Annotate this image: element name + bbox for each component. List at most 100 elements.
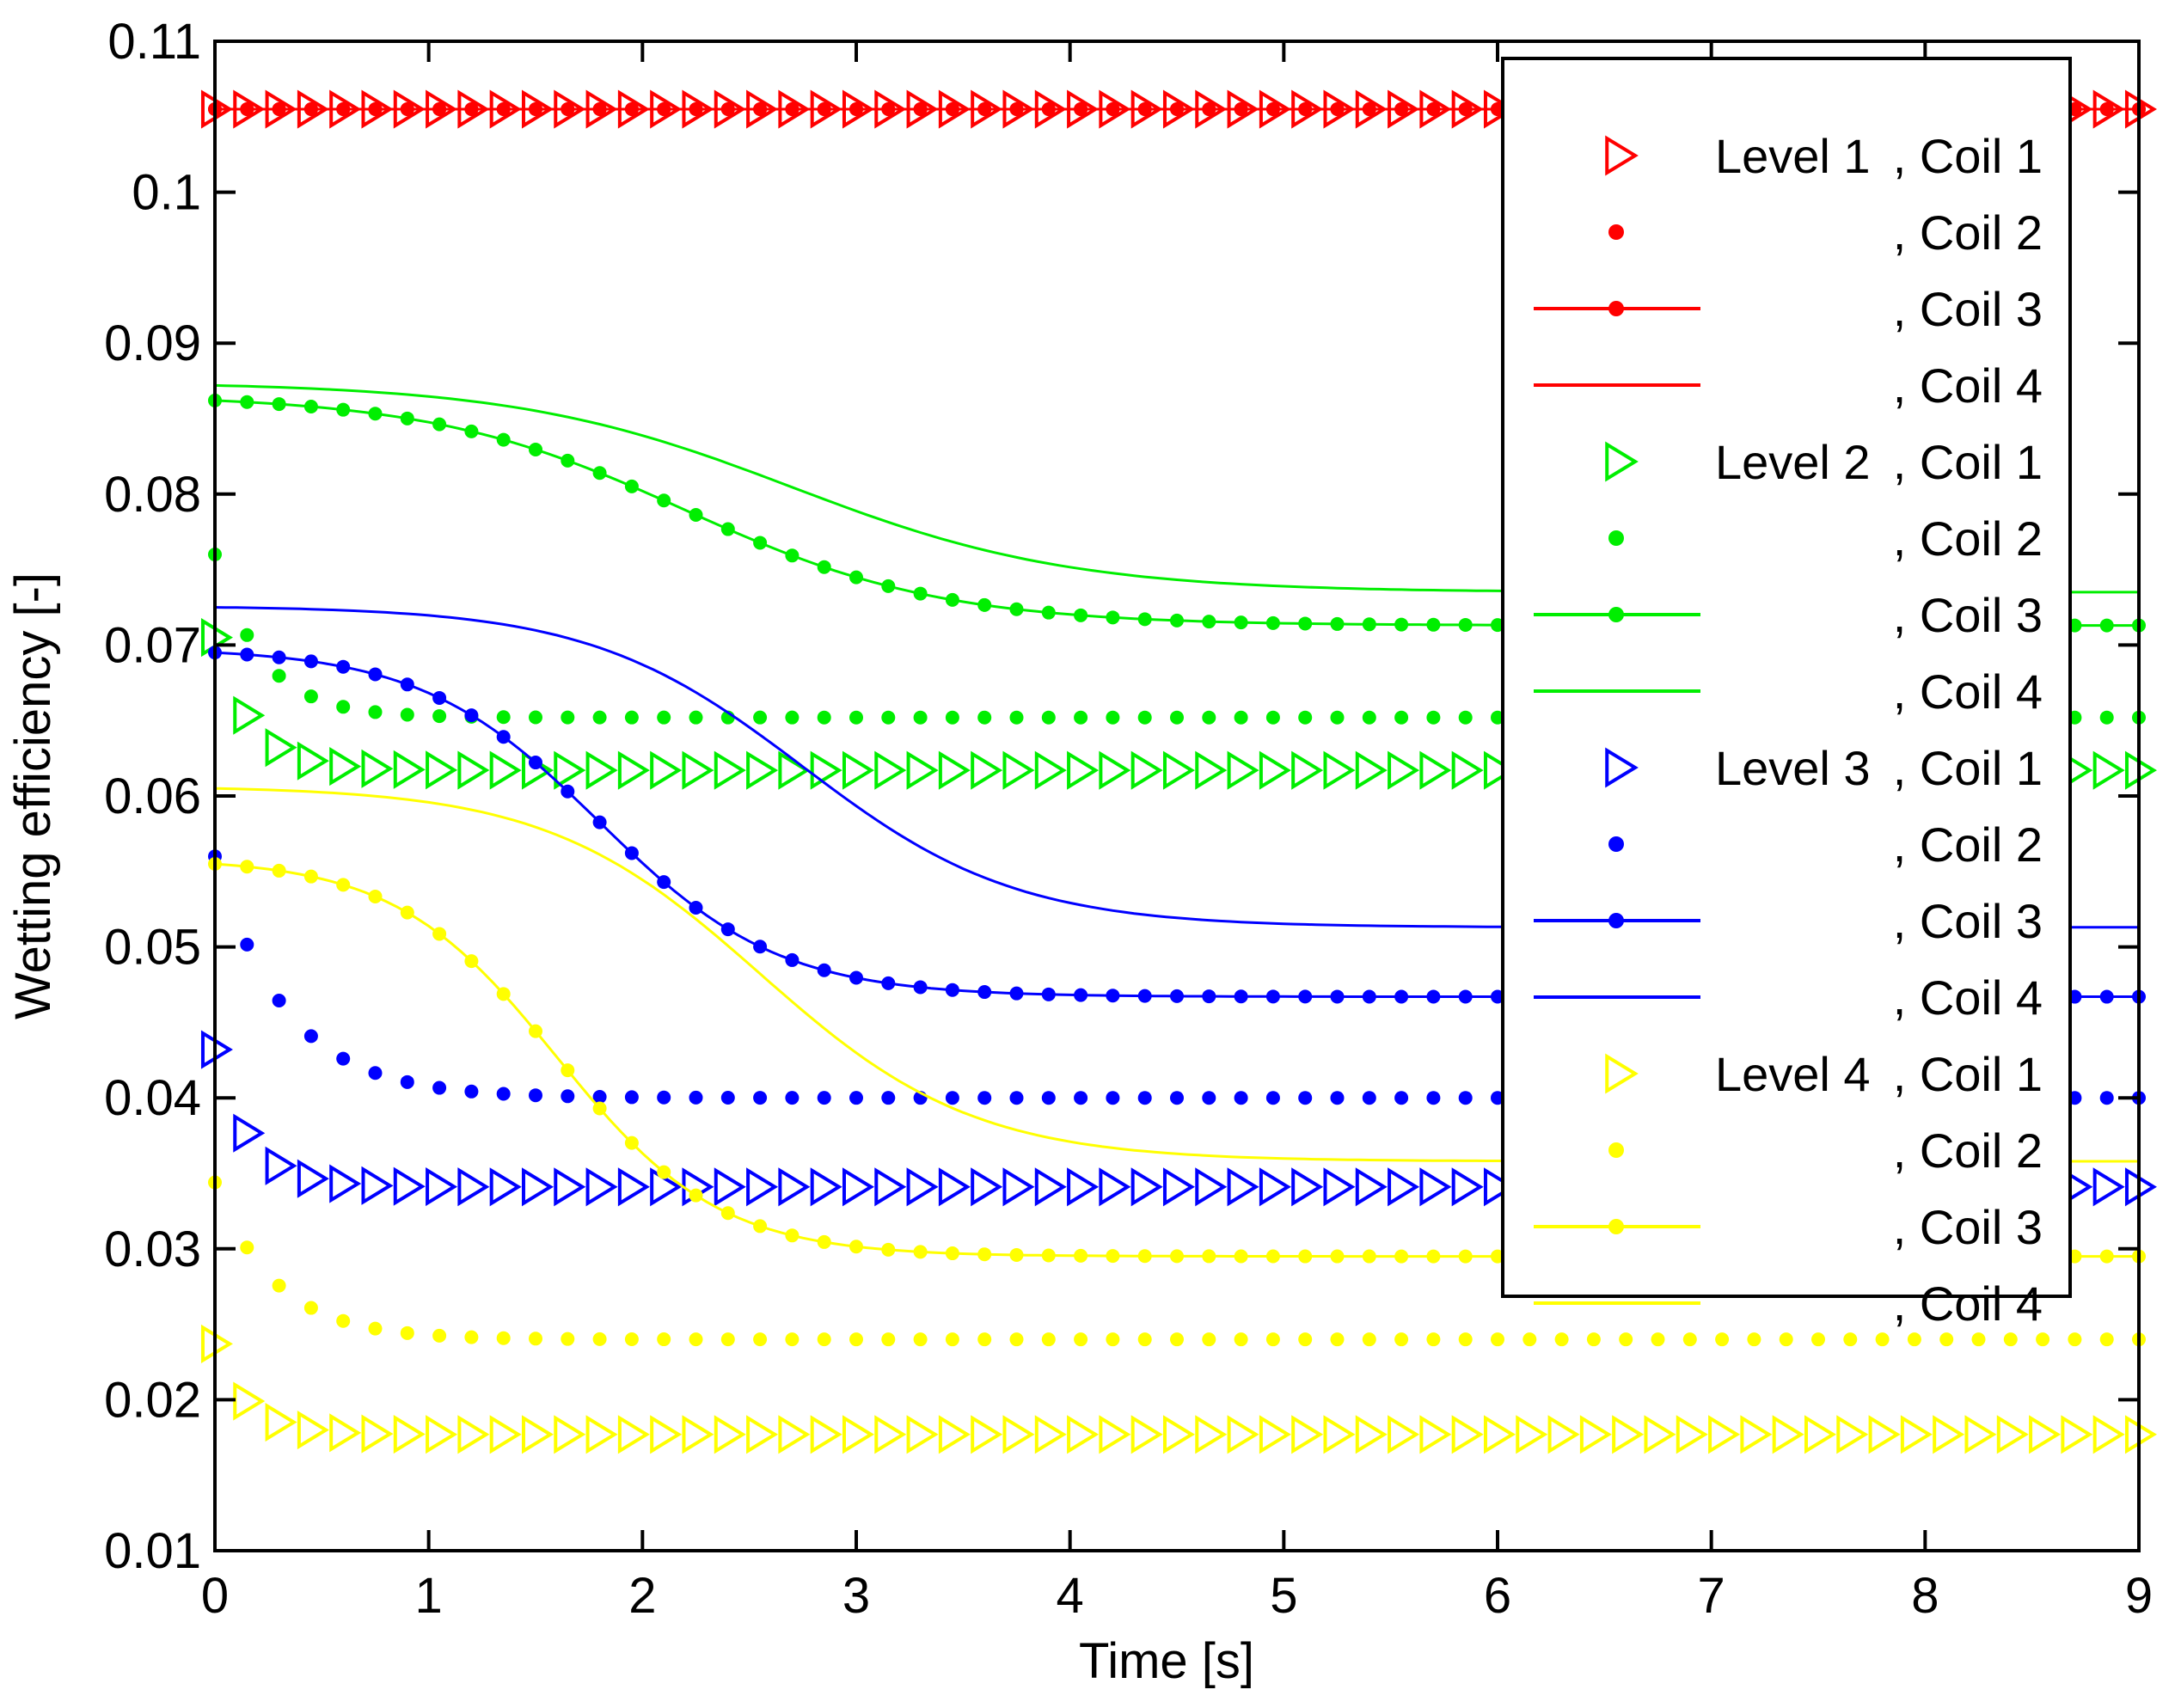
data-point (1170, 989, 1184, 1003)
data-point (1483, 1415, 1516, 1454)
data-point (529, 1024, 542, 1038)
legend-coil-label: , Coil 2 (1893, 817, 2043, 872)
data-point (689, 1332, 703, 1347)
data-point (272, 650, 286, 664)
data-point (592, 815, 607, 830)
data-point (489, 1415, 522, 1454)
data-point (1002, 1415, 1035, 1454)
data-point (1362, 1332, 1376, 1347)
data-point (906, 1415, 939, 1454)
legend-entry: , Coil 2 (1608, 817, 2043, 872)
data-point (329, 1164, 362, 1203)
data-point (881, 710, 896, 725)
data-point (432, 690, 447, 705)
x-tick-label: 5 (1270, 1568, 1297, 1624)
data-point (400, 707, 414, 722)
x-tick-label: 2 (628, 1568, 656, 1624)
data-point (592, 710, 607, 725)
data-point (2099, 710, 2114, 725)
x-tick-label: 8 (1911, 1568, 1939, 1624)
data-point (1106, 710, 1120, 725)
legend-entry: , Coil 3 (1534, 894, 2043, 948)
data-point (426, 750, 458, 790)
data-point (1106, 1332, 1120, 1347)
data-point (272, 669, 286, 683)
data-point (336, 402, 351, 417)
data-point (1330, 1091, 1345, 1105)
data-point (1933, 1415, 1965, 1454)
data-point (303, 654, 318, 669)
data-point (1362, 1249, 1376, 1264)
data-point (336, 659, 351, 674)
data-point (617, 1415, 650, 1454)
data-point (1708, 1415, 1741, 1454)
data-point (240, 627, 254, 642)
data-point (1170, 1332, 1184, 1347)
data-point (1426, 710, 1441, 725)
data-point (1964, 1415, 1997, 1454)
legend-entry: Level 3 , Coil 1 (1605, 741, 2043, 795)
data-point (561, 710, 575, 725)
data-point (489, 1167, 522, 1207)
data-point (1747, 1332, 1761, 1347)
data-point (945, 710, 959, 725)
data-point (1074, 1091, 1088, 1105)
data-point (1330, 989, 1345, 1004)
data-point (303, 400, 318, 414)
data-point (720, 1206, 735, 1221)
y-axis: 0.01 0.02 0.03 0.04 0.05 0.06 0.07 0.08 0.09 0.1 0… (104, 14, 2139, 1579)
data-point (1227, 1415, 1259, 1454)
data-point (432, 417, 447, 432)
data-point (400, 1074, 414, 1089)
data-point (1394, 1332, 1409, 1347)
data-point (1234, 989, 1248, 1004)
legend-entry: , Coil 2 (1608, 205, 2043, 260)
data-point (1099, 750, 1131, 790)
data-point (265, 1146, 297, 1185)
data-point (1907, 1332, 1921, 1347)
series-level-4-coil-2 (208, 1175, 2146, 1347)
data-point (1426, 1091, 1441, 1105)
legend: Level 1 , Coil 1 , Coil 2 , Coil 3 , Coil 4 L… (1501, 57, 2072, 1331)
data-point (1394, 1091, 1409, 1105)
data-point (561, 1089, 575, 1104)
data-point (1291, 1415, 1324, 1454)
legend-coil-label: , Coil 4 (1893, 970, 2043, 1025)
data-point (1458, 1091, 1473, 1105)
data-point (1195, 1415, 1228, 1454)
data-point (368, 889, 383, 903)
data-point (1779, 1332, 1793, 1347)
data-point (617, 750, 650, 790)
legend-marker-dot (1608, 836, 1624, 852)
data-point (977, 1332, 992, 1347)
legend-coil-label: , Coil 2 (1893, 511, 2043, 566)
data-point (1074, 1248, 1088, 1263)
data-point (2068, 1332, 2082, 1347)
data-point (1426, 617, 1441, 632)
data-point (1034, 1415, 1067, 1454)
data-point (1362, 617, 1376, 632)
data-point (303, 1029, 318, 1044)
legend-entry: , Coil 3 (1534, 282, 2043, 336)
data-point (1843, 1332, 1858, 1347)
data-point (1394, 989, 1409, 1004)
data-point (561, 1332, 575, 1346)
data-point (1836, 1415, 1869, 1454)
x-tick-label: 0 (201, 1568, 229, 1624)
data-point (874, 1167, 907, 1207)
data-point (1491, 1332, 1504, 1347)
data-point (1137, 1249, 1152, 1264)
data-point (2003, 1332, 2018, 1347)
data-point (1137, 989, 1152, 1003)
data-point (1227, 1167, 1259, 1207)
data-point (1041, 605, 1056, 620)
data-point (1323, 750, 1356, 790)
data-point (1394, 710, 1409, 725)
legend-entry: , Coil 2 (1608, 511, 2043, 566)
data-point (393, 1414, 426, 1454)
data-point (1298, 1332, 1313, 1347)
data-point (2099, 1332, 2114, 1347)
data-point (1516, 1415, 1548, 1454)
data-point (1106, 989, 1120, 1003)
